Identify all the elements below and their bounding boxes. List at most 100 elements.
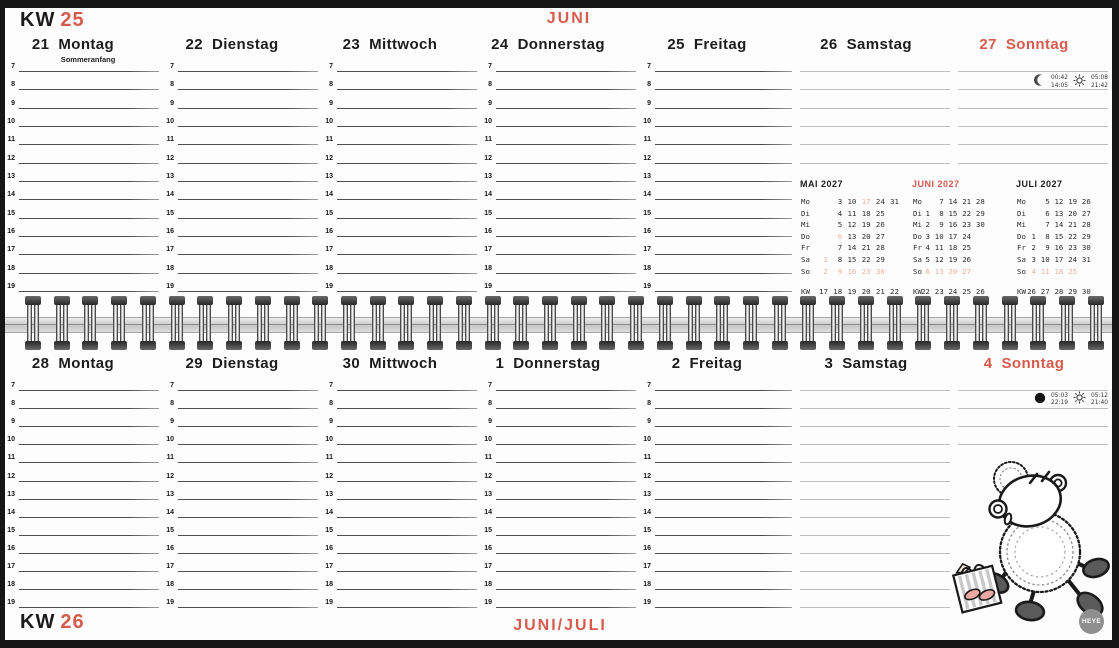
note-line: [178, 107, 318, 109]
day-header-samstag: 3 Samstag: [824, 355, 907, 372]
day-name: Mittwoch: [369, 355, 438, 372]
note-line: [655, 589, 792, 591]
hour-label: 13: [643, 490, 651, 498]
hour-label: 16: [643, 544, 651, 552]
spiral-loop: [398, 296, 415, 350]
note-line: [19, 236, 159, 237]
day-name: Dienstag: [211, 355, 279, 372]
hour-label: 10: [643, 436, 651, 444]
sheep-illustration: [951, 461, 1110, 622]
spiral-cap: [570, 296, 587, 305]
spiral-wire: [170, 302, 176, 344]
date-cell: 2: [823, 266, 828, 276]
kw-cell: 22: [890, 287, 899, 296]
spiral-cap: [139, 296, 156, 305]
spiral-loop: [628, 296, 645, 350]
note-line: [496, 126, 636, 127]
spiral-loop: [82, 296, 99, 350]
spiral-wire: [838, 302, 844, 344]
day-number: 23: [342, 36, 361, 53]
spiral-cap: [656, 296, 673, 305]
spiral-cap: [53, 341, 70, 350]
weekday-label: Di: [1017, 208, 1026, 218]
spiral-loop: [484, 296, 501, 350]
date-cell: 23: [1068, 243, 1078, 253]
spiral-cap: [25, 341, 41, 350]
mini-calendar-title: JULI 2027: [1016, 179, 1063, 189]
spiral-wire: [342, 302, 348, 344]
hour-label: 16: [484, 228, 492, 235]
hour-label: 8: [488, 400, 492, 408]
hour-label: 12: [7, 472, 15, 480]
note-line: [178, 390, 318, 391]
hour-label: 11: [484, 454, 492, 462]
day-header-dienstag: 22 Dienstag: [185, 36, 278, 53]
weekday-label: Fr: [913, 243, 922, 253]
note-line: [655, 390, 792, 391]
spiral-loop: [226, 296, 242, 350]
weekday-label: So: [1017, 266, 1026, 276]
date-cell: 22: [1068, 231, 1078, 241]
kw-cell: 18: [833, 287, 843, 296]
date-cell: 14: [948, 197, 958, 206]
spiral-cap: [312, 341, 329, 350]
spiral-cap: [484, 296, 501, 305]
kw-label-top: KW: [20, 9, 56, 31]
spiral-cap: [857, 341, 874, 350]
kw-number-top: 25: [60, 9, 85, 31]
note-line: [496, 589, 636, 591]
note-line: [496, 107, 636, 109]
spiral-loop: [944, 296, 960, 350]
sun-times: 05:08 21:42: [1091, 75, 1108, 89]
spiral-cap: [944, 341, 960, 350]
spiral-loop: [197, 296, 214, 350]
hour-label: 7: [170, 63, 174, 70]
note-line: [496, 162, 636, 164]
hour-label: 14: [166, 508, 174, 516]
spiral-wire: [400, 302, 406, 344]
note-line: [496, 272, 636, 274]
spiral-cap: [82, 341, 99, 350]
spiral-wire: [1067, 302, 1073, 344]
day-number: 29: [185, 355, 203, 372]
note-line: [178, 552, 318, 554]
hour-label: 19: [7, 599, 15, 607]
hour-label: 8: [647, 81, 651, 89]
spiral-loop: [254, 296, 271, 350]
spiral-cap: [599, 296, 616, 305]
hour-label: 10: [166, 436, 174, 444]
spiral-cap: [915, 341, 932, 350]
mini-calendar-juni-2027: JUNI 2027 Mo 7 14 21 28 Di 1 8 15 22 29 Mi 2 9 16 23 30 Do…: [910, 179, 1020, 299]
spiral-wire: [464, 302, 470, 344]
date-cell: 20: [1068, 208, 1078, 218]
weekday-label: Do: [1017, 231, 1026, 241]
spiral-wire: [429, 302, 435, 344]
hour-label: 11: [166, 454, 174, 462]
spiral-cap: [685, 341, 702, 350]
hour-label: 14: [7, 191, 15, 199]
note-line: [800, 534, 950, 536]
note-line: [655, 534, 792, 536]
spiral-cap: [771, 296, 788, 305]
sun-icon: [1073, 74, 1086, 92]
spiral-wire: [113, 302, 119, 344]
day-header-donnerstag: 1 Donnerstag: [495, 355, 600, 372]
note-line: [655, 199, 792, 201]
day-number: 1: [495, 355, 505, 372]
note-line: [337, 571, 477, 572]
note-line: [496, 444, 636, 446]
spiral-wire: [486, 302, 492, 344]
date-cell: 4: [837, 208, 843, 218]
date-cell: 12: [1054, 197, 1064, 206]
date-cell: 19: [861, 220, 871, 230]
hour-label: 7: [11, 382, 15, 389]
note-line: [655, 408, 792, 410]
note-line: [19, 498, 159, 500]
hour-label: 16: [166, 228, 174, 235]
note-line: [655, 144, 792, 146]
spiral-wire: [1089, 302, 1095, 344]
hour-label: 8: [329, 400, 333, 408]
note-line: [337, 162, 477, 164]
hour-label: 18: [643, 264, 651, 272]
hour-label: 12: [7, 154, 15, 162]
